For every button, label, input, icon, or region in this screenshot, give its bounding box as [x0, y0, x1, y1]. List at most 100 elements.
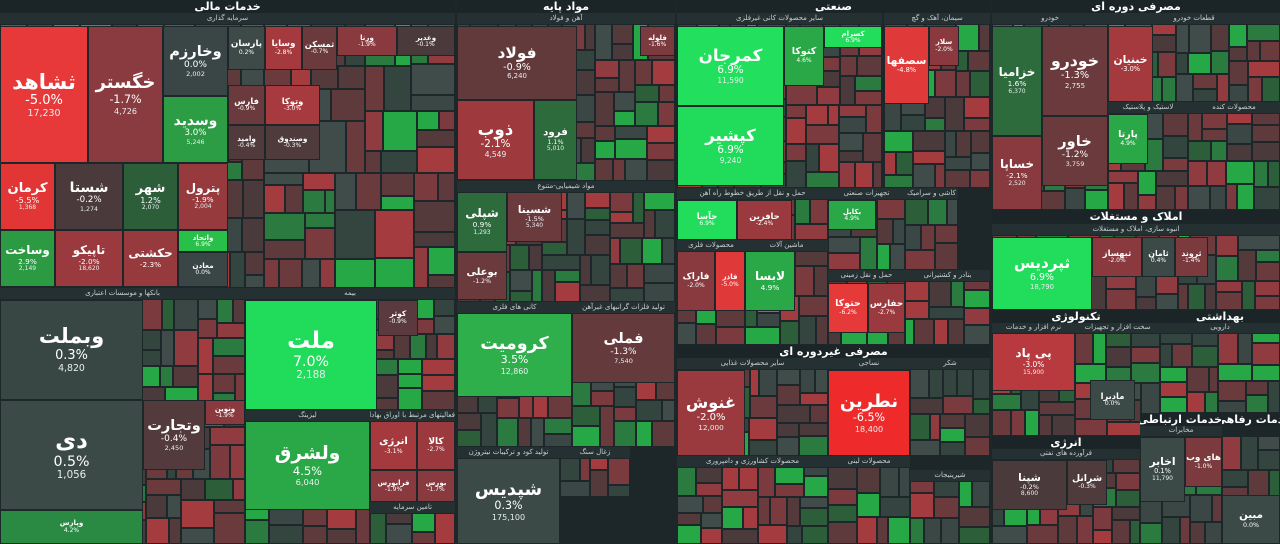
stock-tile[interactable]: خگستر -1.7% 4,726 — [88, 26, 163, 163]
stock-tile[interactable]: تاپیکو -2.0% 18,620 — [55, 230, 123, 287]
stock-tile[interactable]: خاور -1.2% 3,759 — [1042, 116, 1108, 186]
stock-tile[interactable]: کتوکا 4.6% — [784, 26, 824, 86]
stock-tile[interactable]: کپشیر 6.9% 9,240 — [677, 106, 784, 186]
stock-tile[interactable]: فاراک -2.0% — [677, 251, 715, 311]
stock-tile[interactable]: بورس -1.7% — [417, 470, 455, 502]
stock-tile[interactable]: غنوش -2.0% 12,000 — [677, 370, 745, 456]
stock-tile[interactable]: کرومیت 3.5% 12,860 — [457, 313, 572, 397]
stock-tile[interactable]: وپارس 4.2% — [0, 510, 143, 544]
stock-tile[interactable]: شستا -0.2% 1,274 — [55, 163, 123, 230]
stock-tile[interactable]: شپلی 0.9% 1,293 — [457, 192, 507, 252]
stock-tile[interactable]: حتوکا -6.2% — [828, 283, 868, 333]
stock-tile[interactable]: کوثر -0.9% — [378, 300, 418, 336]
stock-tile[interactable]: ثپردیس 6.9% 18,790 — [992, 237, 1092, 310]
stock-tile[interactable]: مبین 0.0% — [1222, 495, 1280, 544]
stock-tile[interactable]: ثشاهد -5.0% 17,230 — [0, 26, 88, 163]
stock-tile[interactable]: شهر 1.2% 2,070 — [123, 163, 178, 230]
filler-tile — [896, 152, 913, 175]
filler-tile — [162, 299, 174, 330]
stock-tile[interactable]: پارتا 4.9% — [1108, 114, 1148, 164]
stock-tile[interactable]: خودرو -1.3% 2,755 — [1042, 26, 1108, 116]
stock-tile[interactable]: سصفها -4.8% — [884, 26, 929, 104]
stock-tile[interactable]: فرود 1.1% 5,010 — [534, 100, 577, 180]
stock-tile[interactable]: نطرین -6.5% 18,400 — [828, 370, 910, 456]
stock-tile[interactable]: دی 0.5% 1,056 — [0, 400, 143, 510]
stock-tile[interactable]: حکشتی -2.3% — [123, 230, 178, 287]
stock-tile[interactable]: شسینا -1.5% 5,340 — [507, 192, 562, 242]
stock-tile[interactable]: فملی -1.3% 7,540 — [572, 313, 675, 383]
filler-tile — [750, 369, 759, 396]
stock-tile[interactable]: شپنا -0.2% 8,600 — [992, 460, 1067, 510]
stock-tile[interactable]: ثامان 0.4% — [1142, 237, 1175, 277]
stock-tile[interactable]: خبنیان -3.0% — [1108, 26, 1153, 102]
filler-tile — [572, 406, 600, 426]
stock-tile[interactable]: ذوب -2.1% 4,549 — [457, 100, 534, 180]
stock-tile[interactable]: حفارس -2.7% — [868, 283, 905, 333]
stock-tile[interactable]: بکابل 4.9% — [828, 200, 876, 230]
stock-tile[interactable]: بوعلی -1.2% — [457, 252, 507, 300]
stock-tile[interactable]: لابسا 4.9% — [745, 251, 795, 311]
stock-tile[interactable]: کمرجان 6.9% 11,590 — [677, 26, 784, 106]
stock-tile[interactable]: کالا -2.7% — [417, 421, 455, 470]
stock-tile[interactable]: معادن 0.0% — [178, 252, 228, 287]
stock-tile[interactable]: وتوکا -3.0% — [265, 85, 320, 125]
stock-tile[interactable]: شپدیس 0.3% 175,100 — [457, 458, 560, 544]
stock-tile[interactable]: انرژی -3.1% — [370, 421, 417, 470]
symbol: ثامان — [1148, 249, 1169, 259]
stock-tile[interactable]: وامید -0.4% — [228, 125, 265, 160]
stock-tile[interactable]: ثمسکن -0.7% — [302, 26, 337, 70]
filler-tile — [1106, 289, 1136, 310]
stock-tile[interactable]: فولاد -0.9% 6,240 — [457, 26, 577, 100]
stock-tile[interactable]: سلار -2.0% — [929, 26, 959, 66]
filler-tile — [370, 513, 386, 544]
stock-tile[interactable]: وصندوق -0.3% — [265, 125, 320, 160]
stock-tile[interactable]: وسدید 3.0% 5,246 — [163, 96, 228, 163]
filler-tile — [386, 513, 412, 524]
filler-tile — [264, 259, 279, 288]
filler-tile — [935, 225, 958, 243]
stock-tile[interactable]: ملت 7.0% 2,188 — [245, 300, 377, 410]
stock-tile[interactable]: ولشرق 4.5% 6,040 — [245, 421, 370, 510]
stock-tile[interactable]: پی پاد -3.0% 15,900 — [992, 333, 1075, 391]
stock-tile[interactable]: کرمان -5.5% 1,368 — [0, 163, 55, 230]
stock-tile[interactable]: وسایا -2.8% — [265, 26, 302, 70]
filler-tile — [305, 213, 335, 228]
stock-tile[interactable]: اخابر 0.1% 11,790 — [1140, 437, 1185, 502]
stock-tile[interactable]: ثروند -1.4% — [1175, 237, 1208, 277]
stock-tile[interactable]: مادیرا 0.0% — [1090, 380, 1135, 420]
change: 4.5% — [292, 463, 323, 478]
stock-tile[interactable]: کسرام 6.9% — [824, 26, 882, 48]
stock-tile[interactable]: وبملت 0.3% 4,820 — [0, 300, 143, 400]
stock-tile[interactable]: پارسان 0.2% — [228, 26, 265, 70]
stock-tile[interactable]: ورنا -1.9% — [337, 26, 397, 56]
filler-tile — [411, 95, 455, 111]
filler-tile — [1254, 187, 1280, 210]
stock-tile[interactable]: ونوین -1.9% — [205, 400, 245, 425]
stock-tile[interactable]: وتجارت -0.4% 2,450 — [143, 400, 205, 470]
stock-tile[interactable]: فارس -0.9% — [228, 85, 265, 125]
filler-tile — [327, 508, 356, 529]
stock-tile[interactable]: فاذر -5.0% — [715, 251, 745, 311]
stock-tile[interactable]: خزامیا 1.6% 6,370 — [992, 26, 1042, 136]
volume: 8,600 — [1020, 490, 1039, 498]
stock-tile[interactable]: پترول -1.9% 2,004 — [178, 163, 228, 230]
stock-tile[interactable]: حافرین -2.4% — [737, 200, 792, 240]
stock-tile[interactable]: ثبهساز -2.0% — [1092, 237, 1142, 277]
filler-tile — [1227, 124, 1252, 144]
filler-tile — [644, 192, 675, 210]
stock-tile[interactable]: فلوله -1.6% — [640, 26, 675, 56]
group-header: شکر — [910, 358, 990, 369]
stock-tile[interactable]: وساخت 2.9% 2,149 — [0, 230, 55, 287]
change: -4.8% — [896, 66, 917, 75]
stock-tile[interactable]: های وب -1.0% — [1185, 437, 1222, 487]
filler-tile — [795, 199, 810, 224]
stock-tile[interactable]: وخارزم 0.0% 2,002 — [163, 26, 228, 96]
stock-tile[interactable]: حآسا 6.9% — [677, 200, 737, 240]
stock-tile[interactable]: فرابورس -1.9% — [370, 470, 417, 502]
filler-tile — [437, 334, 455, 359]
stock-tile[interactable]: وغدیر -0.1% — [397, 26, 455, 56]
filler-tile — [1152, 24, 1176, 35]
stock-tile[interactable]: خساپا -2.1% 2,520 — [992, 136, 1042, 210]
stock-tile[interactable]: واتحاد 6.9% — [178, 230, 228, 252]
stock-tile[interactable]: شرانل -0.3% — [1067, 460, 1107, 505]
